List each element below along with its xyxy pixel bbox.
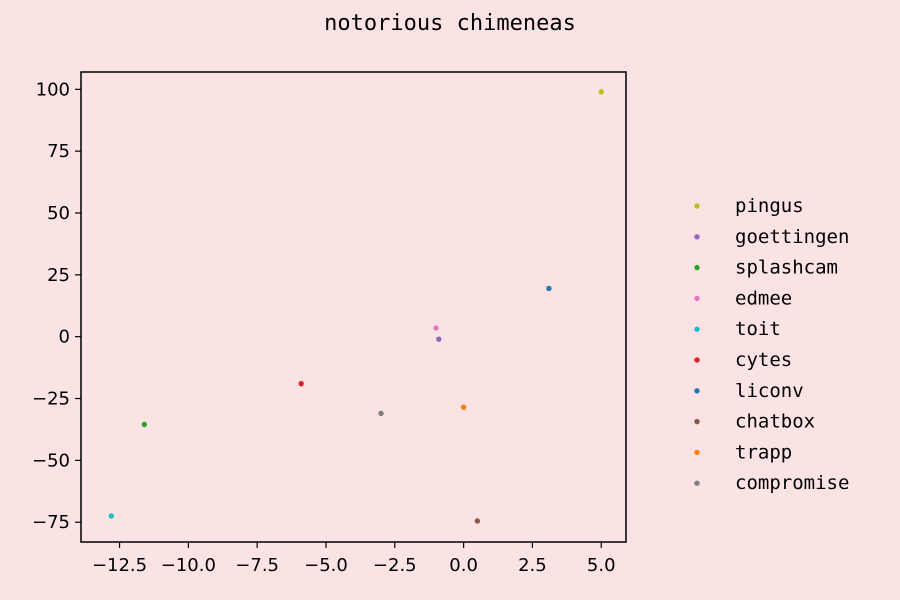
y-tick-label: 25 bbox=[47, 265, 70, 286]
point-splashcam bbox=[141, 421, 148, 428]
y-tick-label: 50 bbox=[47, 203, 70, 224]
legend-marker-splashcam bbox=[694, 264, 700, 271]
legend-marker-pingus bbox=[694, 203, 700, 209]
legend-label-chatbox: chatbox bbox=[735, 411, 815, 433]
point-toit bbox=[108, 513, 114, 519]
legend-marker-toit bbox=[694, 326, 700, 332]
y-axis: −75 −50 −25 0 25 50 75 100 bbox=[32, 79, 81, 533]
x-tick-label: −10.0 bbox=[161, 555, 216, 576]
y-tick-label: 75 bbox=[47, 141, 70, 162]
point-trapp bbox=[460, 404, 467, 410]
legend-label-compromise: compromise bbox=[735, 472, 849, 494]
legend-label-goettingen: goettingen bbox=[735, 226, 849, 248]
point-goettingen bbox=[436, 336, 442, 342]
point-edmee bbox=[433, 325, 439, 331]
legend: pingus goettingen splashcam edmee toit cytes l… bbox=[694, 195, 849, 494]
x-tick-label: 0.0 bbox=[449, 555, 478, 576]
x-tick-label: −5.0 bbox=[304, 555, 348, 576]
legend-label-liconv: liconv bbox=[735, 380, 804, 402]
legend-marker-compromise bbox=[694, 480, 700, 486]
y-tick-label: −50 bbox=[32, 450, 70, 471]
legend-marker-cytes bbox=[694, 357, 700, 363]
x-tick-label: −12.5 bbox=[92, 555, 147, 576]
legend-label-edmee: edmee bbox=[735, 287, 792, 309]
point-cytes bbox=[298, 380, 304, 387]
plot-area-frame bbox=[80, 71, 627, 543]
legend-marker-trapp bbox=[694, 449, 700, 456]
x-tick-label: −7.5 bbox=[235, 555, 279, 576]
legend-label-pingus: pingus bbox=[735, 195, 804, 217]
point-chatbox bbox=[474, 518, 481, 524]
x-tick-label: 5.0 bbox=[587, 555, 616, 576]
y-tick-label: −75 bbox=[32, 512, 70, 533]
legend-marker-edmee bbox=[694, 295, 700, 302]
point-compromise bbox=[378, 410, 384, 417]
legend-marker-liconv bbox=[694, 388, 700, 394]
y-tick-label: −25 bbox=[32, 389, 70, 410]
x-tick-label: −2.5 bbox=[373, 555, 417, 576]
point-pingus bbox=[598, 89, 604, 95]
y-tick-label: 0 bbox=[59, 327, 70, 348]
x-axis: −12.5 −10.0 −7.5 −5.0 −2.5 0.0 2.5 5.0 bbox=[92, 542, 616, 576]
legend-label-cytes: cytes bbox=[735, 349, 792, 371]
data-points bbox=[108, 89, 604, 524]
legend-label-toit: toit bbox=[735, 318, 781, 340]
legend-label-splashcam: splashcam bbox=[735, 257, 838, 279]
legend-label-trapp: trapp bbox=[735, 441, 792, 463]
y-tick-label: 100 bbox=[36, 79, 70, 100]
legend-marker-chatbox bbox=[694, 418, 700, 425]
chart-title: notorious chimeneas bbox=[324, 11, 576, 36]
legend-marker-goettingen bbox=[694, 234, 700, 240]
point-liconv bbox=[546, 285, 552, 292]
x-tick-label: 2.5 bbox=[518, 555, 547, 576]
